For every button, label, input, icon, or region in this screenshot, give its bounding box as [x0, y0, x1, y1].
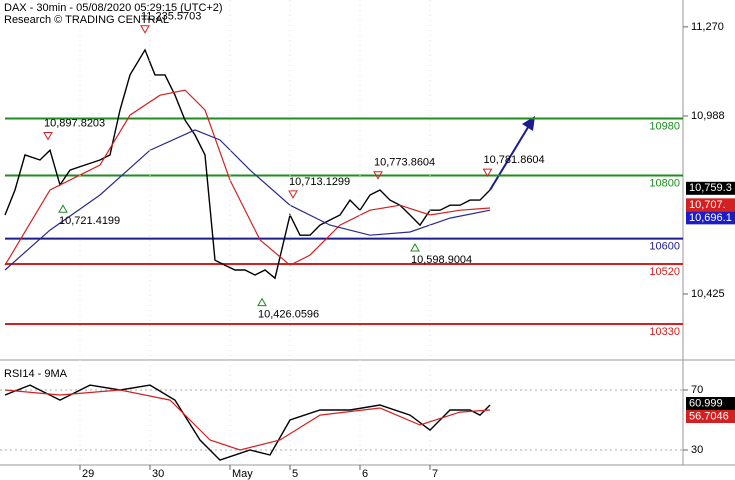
annotation: 10,713.1299	[289, 176, 350, 188]
y-tick-label: 30	[691, 444, 703, 456]
annotation: 10,781.8604	[484, 154, 545, 166]
price-tag	[686, 211, 735, 225]
chart-subtitle: Research © TRADING CENTRAL	[4, 14, 169, 26]
level-label: 10520	[649, 266, 680, 278]
x-tick-label: 7	[432, 468, 438, 480]
price-tag-label: 10,696.1	[689, 212, 732, 224]
marker	[58, 204, 68, 213]
marker	[482, 168, 493, 178]
price-tag	[686, 198, 735, 212]
x-tick-label: 30	[152, 468, 164, 480]
x-tick-label: 6	[362, 468, 368, 480]
marker	[257, 297, 267, 307]
series-line	[4, 89, 491, 266]
marker	[410, 243, 420, 252]
series-line	[4, 48, 491, 280]
chart-title: DAX - 30min - 05/08/2020 05:29:15 (UTC+2…	[4, 2, 223, 14]
price-tag-label: 56.7046	[689, 410, 729, 422]
x-tick-label: 5	[292, 468, 298, 480]
y-tick-label: 70	[691, 384, 703, 396]
marker	[43, 132, 53, 141]
y-tick-label: 10,988	[691, 110, 725, 122]
x-tick-label: 29	[82, 468, 94, 480]
marker	[140, 25, 150, 34]
price-tag	[686, 410, 735, 424]
annotation: 10,897.8203	[44, 117, 105, 129]
x-tick-label: May	[232, 468, 253, 480]
y-tick-label: 10,425	[691, 288, 725, 300]
level-label: 10330	[649, 326, 680, 338]
price-tag	[686, 397, 735, 411]
marker	[373, 171, 383, 180]
rsi-title: RSI14 - 9MA	[4, 368, 68, 380]
series-line	[4, 129, 491, 271]
annotation: 10,598.9004	[411, 254, 472, 266]
level-label: 10800	[649, 177, 680, 189]
y-tick-label: 11,270	[691, 21, 724, 33]
marker	[288, 190, 298, 199]
price-tag-label: 10,759.3	[689, 182, 732, 194]
price-tag-label: 10,707.	[689, 199, 726, 211]
annotation: 10,773.8604	[374, 157, 435, 169]
annotation: 10,426.0596	[258, 309, 319, 321]
series-line	[4, 384, 491, 461]
annotation: 11,235.5703	[141, 11, 201, 23]
annotation: 10,721.4199	[59, 215, 120, 227]
level-label: 10980	[649, 120, 680, 132]
price-tag-label: 60.999	[689, 397, 723, 409]
series-line	[4, 389, 491, 451]
price-tag	[686, 181, 735, 195]
level-label: 10600	[649, 241, 680, 253]
forecast-arrow	[489, 116, 535, 191]
